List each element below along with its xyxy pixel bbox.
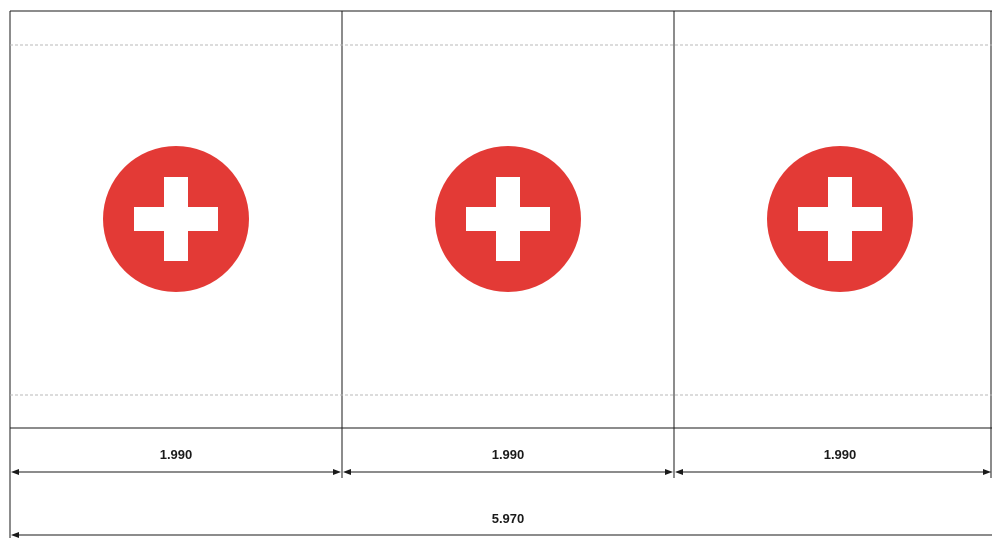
plus-circle-icon: [435, 146, 581, 292]
arrow-left-icon: [343, 469, 351, 475]
panel-outline: [9, 10, 992, 538]
panel-dimension-2: 1.990: [343, 447, 673, 475]
plus-circle-icon: [767, 146, 913, 292]
panel-dimension-3: 1.990: [675, 447, 991, 475]
plus-circle-icon: [103, 146, 249, 292]
panel-width-label: 1.990: [160, 447, 193, 462]
arrow-left-icon: [11, 469, 19, 475]
arrow-right-icon: [983, 469, 991, 475]
arrow-right-icon: [333, 469, 341, 475]
panel-dimension-1: 1.990: [11, 447, 341, 475]
panel-width-label: 1.990: [824, 447, 857, 462]
arrow-left-icon: [11, 532, 19, 538]
total-width-label: 5.970: [492, 511, 525, 526]
panel-width-label: 1.990: [492, 447, 525, 462]
guide-lines: [10, 44, 992, 396]
arrow-left-icon: [675, 469, 683, 475]
total-dimension: 5.970: [11, 511, 992, 538]
arrow-right-icon: [665, 469, 673, 475]
